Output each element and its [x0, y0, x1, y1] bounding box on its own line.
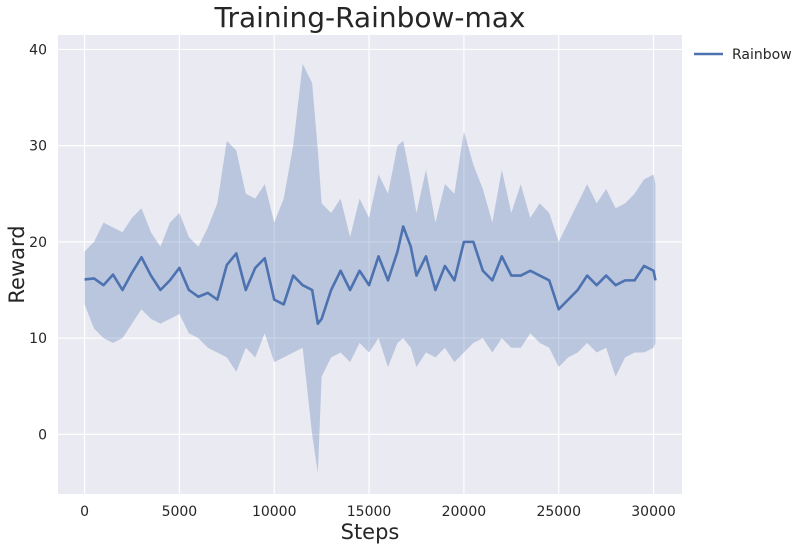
- y-tick-label: 10: [29, 331, 47, 347]
- chart-title: Training-Rainbow-max: [213, 1, 525, 34]
- series-line: [84, 225, 657, 325]
- y-tick-label: 40: [29, 42, 47, 58]
- x-tick-label: 30000: [631, 504, 676, 520]
- tick-labels: 0 5000 10000 15000 20000 25000 30000 0 10 20 30 40: [29, 42, 676, 520]
- confidence-band: [84, 63, 656, 473]
- legend-label: Rainbow: [732, 47, 792, 63]
- x-tick-label: 20000: [442, 504, 487, 520]
- x-tick-label: 10000: [252, 504, 297, 520]
- legend: Rainbow: [694, 47, 792, 63]
- x-axis-label: Steps: [341, 520, 400, 544]
- x-tick-label: 0: [80, 504, 89, 520]
- series-layer: [84, 63, 657, 473]
- x-tick-label: 25000: [536, 504, 581, 520]
- x-tick-label: 15000: [347, 504, 392, 520]
- plot-background: [58, 35, 682, 494]
- x-tick-label: 5000: [162, 504, 198, 520]
- y-tick-label: 0: [38, 427, 47, 443]
- y-tick-label: 30: [29, 139, 47, 155]
- y-axis-label: Reward: [5, 225, 29, 303]
- y-tick-label: 20: [29, 235, 47, 251]
- grid-lines: [58, 35, 682, 494]
